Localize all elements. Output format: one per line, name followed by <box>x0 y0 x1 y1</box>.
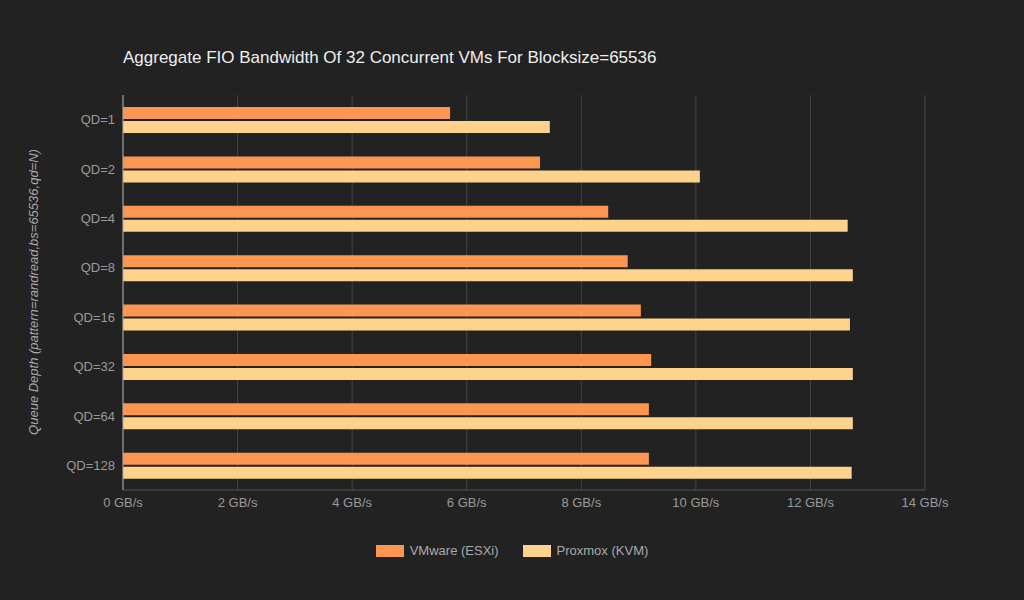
svg-text:8 GB/s: 8 GB/s <box>561 495 601 510</box>
svg-text:QD=128: QD=128 <box>66 458 115 473</box>
svg-text:QD=32: QD=32 <box>73 359 115 374</box>
html-text:VMware (ESXi): VMware (ESXi) <box>409 543 499 558</box>
svg-text:12 GB/s: 12 GB/s <box>787 495 834 510</box>
svg-text:4 GB/s: 4 GB/s <box>332 495 372 510</box>
html-text:Proxmox (KVM): Proxmox (KVM) <box>556 543 649 558</box>
html-text:Queue Depth (pattern=randread,: Queue Depth (pattern=randread,bs=65536,q… <box>25 149 41 435</box>
svg-text:6 GB/s: 6 GB/s <box>447 495 487 510</box>
svg-text:QD=2: QD=2 <box>81 162 115 177</box>
svg-text:2 GB/s: 2 GB/s <box>218 495 258 510</box>
svg-text:QD=8: QD=8 <box>81 260 115 275</box>
svg-text:10 GB/s: 10 GB/s <box>672 495 719 510</box>
svg-text:14 GB/s: 14 GB/s <box>902 495 949 510</box>
svg-text:QD=64: QD=64 <box>73 409 115 424</box>
svg-text:QD=16: QD=16 <box>73 310 115 325</box>
svg-text:QD=1: QD=1 <box>81 112 115 127</box>
svg-text:QD=4: QD=4 <box>81 211 115 226</box>
svg-text:0 GB/s: 0 GB/s <box>103 495 143 510</box>
html-text:Aggregate FIO Bandwidth Of 32: Aggregate FIO Bandwidth Of 32 Concurrent… <box>123 48 657 67</box>
